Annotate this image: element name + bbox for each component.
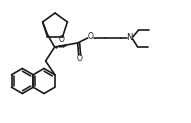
Text: N: N xyxy=(126,33,133,42)
Text: O: O xyxy=(77,54,83,63)
Text: O: O xyxy=(59,35,65,44)
Text: O: O xyxy=(88,32,94,41)
